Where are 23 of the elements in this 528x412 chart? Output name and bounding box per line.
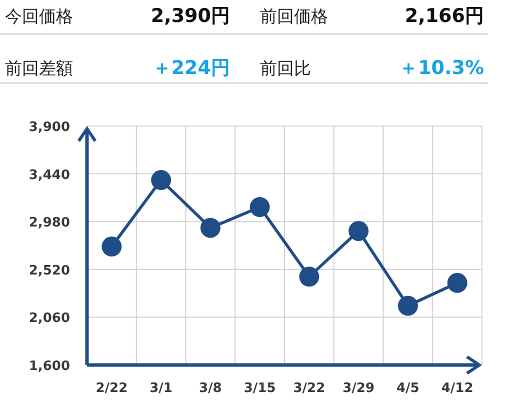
summary: 今回価格 2,390円 前回価格 2,166円 前回差額 ＋224円 前回比 ＋10.3% [0, 5, 488, 84]
y-tick-label: 2,980 [28, 216, 70, 231]
x-tick-label: 4/5 [396, 381, 420, 396]
y-tick-label: 1,600 [28, 359, 70, 374]
x-tick-label: 4/12 [441, 381, 474, 396]
y-tick-label: 2,060 [28, 311, 70, 326]
x-tick-label: 3/22 [293, 381, 326, 396]
point [299, 266, 320, 287]
point [348, 220, 369, 241]
x-tick-label: 2/22 [96, 381, 128, 396]
point [398, 296, 418, 316]
x-tick-label: 3/8 [199, 381, 222, 396]
y-tick-label: 3,440 [28, 168, 70, 183]
point [447, 272, 468, 293]
point [102, 236, 122, 257]
y-tick-label: 2,520 [28, 263, 70, 278]
x-tick-label: 3/1 [150, 381, 172, 396]
x-tick-label: 3/15 [244, 381, 276, 396]
point [200, 218, 220, 238]
y-tick-label: 3,900 [28, 120, 70, 135]
point [151, 170, 172, 190]
x-tick-label: 3/29 [342, 381, 375, 396]
point [250, 197, 270, 218]
